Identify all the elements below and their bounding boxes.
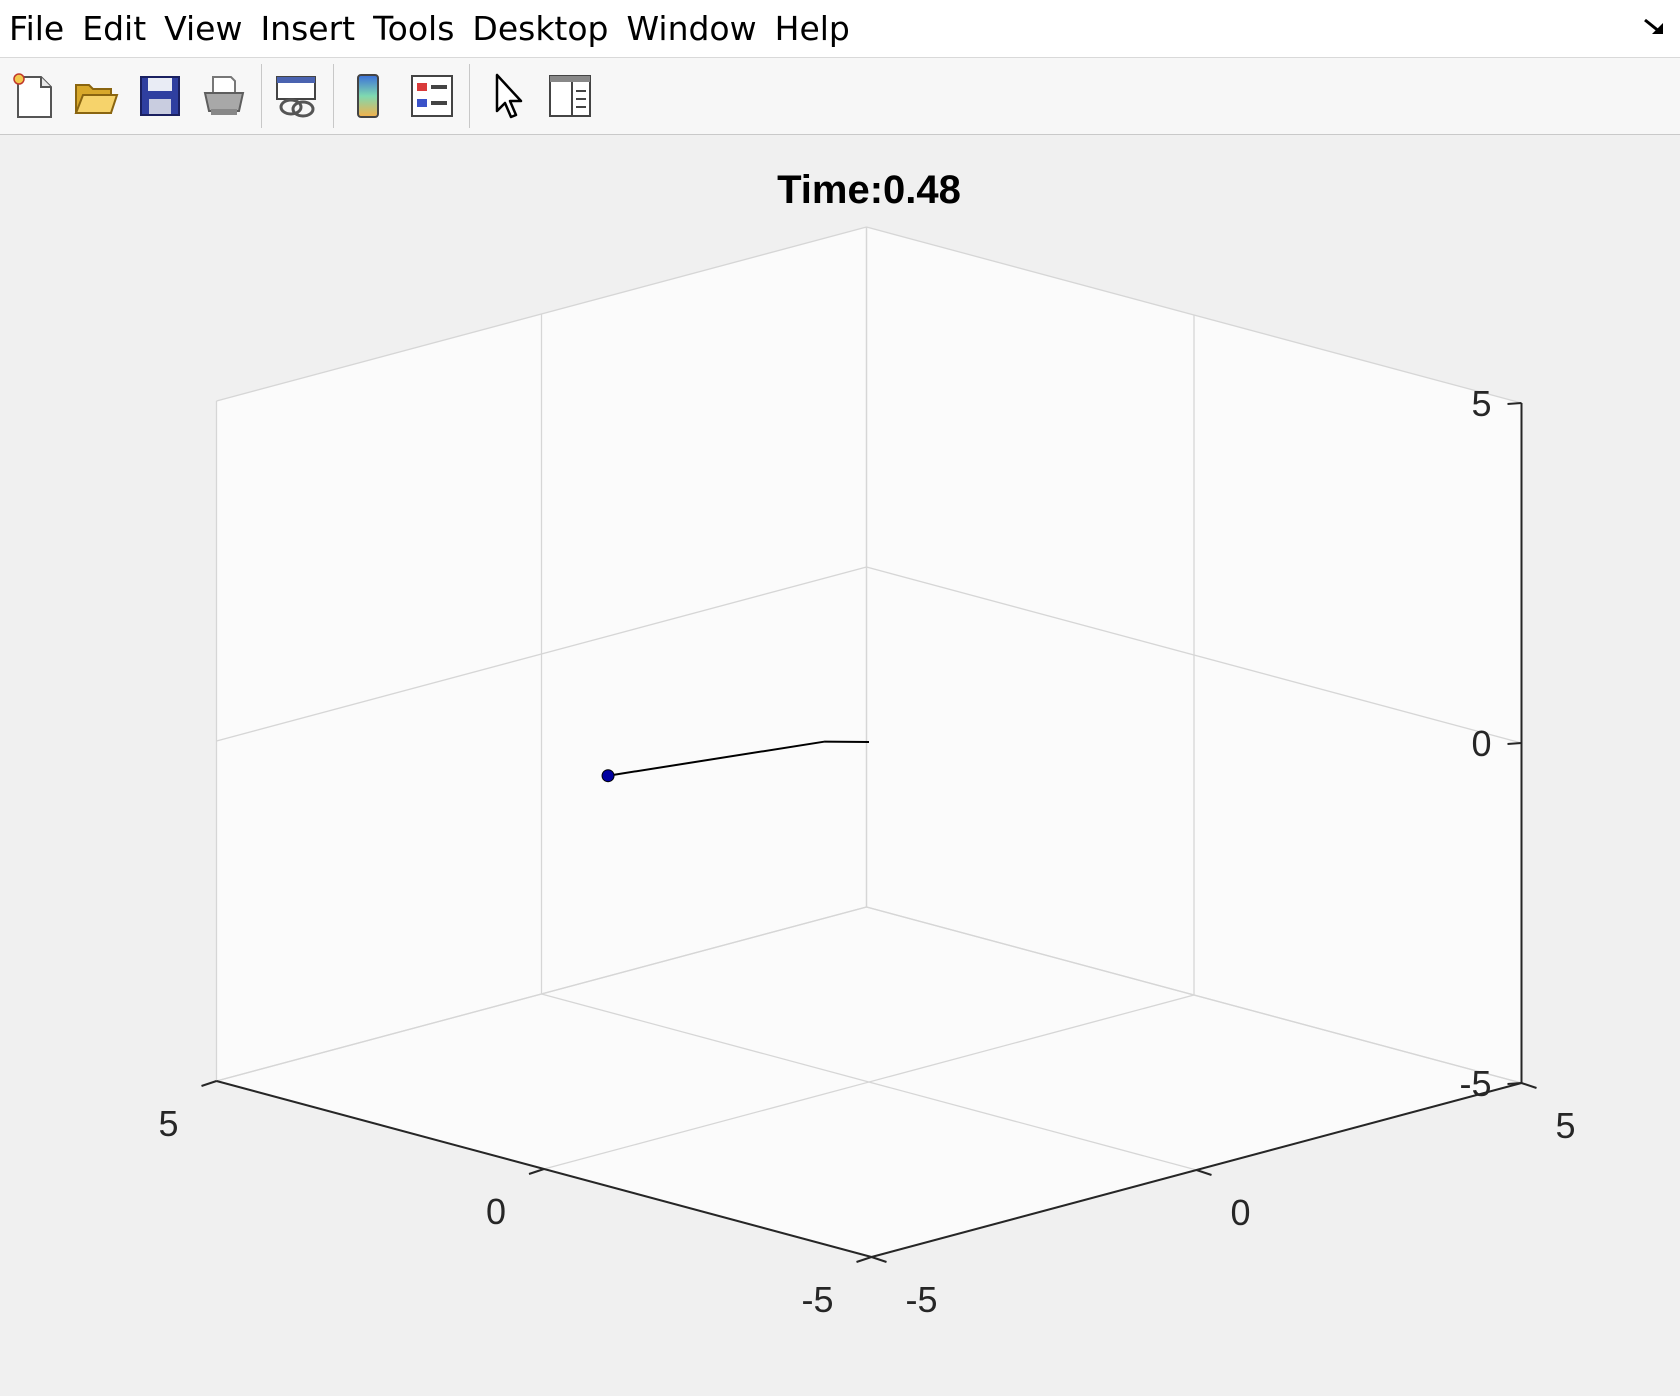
edit-plot-button[interactable] bbox=[480, 68, 536, 124]
wall-gridline bbox=[866, 906, 1522, 1084]
wall-gridline bbox=[866, 566, 1522, 744]
y-tick-label: 5 bbox=[1556, 1105, 1576, 1146]
pointer-arrow-icon bbox=[495, 73, 523, 119]
save-figure-button[interactable] bbox=[132, 68, 188, 124]
figure-toolbar bbox=[0, 58, 1680, 135]
x-tick-mark bbox=[201, 1080, 217, 1087]
x-tick-label: -5 bbox=[801, 1279, 833, 1320]
link-plot-icon bbox=[276, 76, 316, 118]
chart-title: Time:0.48 bbox=[777, 168, 961, 212]
menu-tools[interactable]: Tools bbox=[373, 9, 455, 48]
floppy-disk-icon bbox=[140, 76, 180, 116]
series-end-marker bbox=[601, 769, 615, 783]
y-tick-label: 0 bbox=[1231, 1192, 1251, 1233]
x-tick-mark bbox=[856, 1256, 872, 1263]
open-file-button[interactable] bbox=[68, 68, 124, 124]
dock-arrow-icon[interactable] bbox=[1642, 14, 1670, 42]
x-tick-mark bbox=[528, 1168, 545, 1175]
wall-gridline bbox=[216, 906, 867, 1082]
menu-edit[interactable]: Edit bbox=[82, 9, 147, 48]
z-tick-label: 0 bbox=[1471, 723, 1491, 764]
print-figure-button[interactable] bbox=[196, 68, 252, 124]
toolbar-separator bbox=[333, 64, 334, 128]
z-tick-mark bbox=[1507, 402, 1522, 405]
toolbar-separator bbox=[261, 64, 262, 128]
x-tick-label: 5 bbox=[158, 1103, 178, 1144]
menu-window[interactable]: Window bbox=[626, 9, 757, 48]
axes-3d[interactable]: -5 0 5 -5 0 5 -5 0 5 Time:0.48 bbox=[0, 135, 1680, 1396]
show-plot-tools-button[interactable] bbox=[542, 68, 598, 124]
z-tick-mark bbox=[1507, 1082, 1522, 1085]
new-figure-button[interactable] bbox=[6, 68, 62, 124]
y-tick-mark bbox=[1521, 1082, 1537, 1089]
insert-legend-button[interactable] bbox=[404, 68, 460, 124]
menu-bar: File Edit View Insert Tools Desktop Wind… bbox=[0, 0, 1680, 58]
z-tick-mark bbox=[1507, 742, 1522, 745]
colorbar-icon bbox=[357, 74, 379, 118]
z-tick-label: -5 bbox=[1459, 1063, 1491, 1104]
menu-desktop[interactable]: Desktop bbox=[472, 9, 609, 48]
wall-gridline bbox=[216, 226, 867, 402]
y-tick-mark bbox=[871, 1256, 887, 1263]
toolbar-separator bbox=[469, 64, 470, 128]
wall-gridline bbox=[866, 226, 1522, 404]
plot-tools-icon bbox=[549, 75, 591, 117]
new-file-icon bbox=[13, 73, 52, 118]
open-folder-icon bbox=[74, 84, 119, 114]
menu-file[interactable]: File bbox=[9, 9, 65, 48]
z-tick-label: 5 bbox=[1471, 383, 1491, 424]
series-segment bbox=[607, 740, 825, 777]
x-tick-label: 0 bbox=[486, 1191, 506, 1232]
y-tick-mark bbox=[1196, 1169, 1212, 1176]
link-plot-button[interactable] bbox=[268, 68, 324, 124]
y-tick-label: -5 bbox=[906, 1279, 938, 1320]
wall-gridline bbox=[216, 566, 867, 742]
legend-icon bbox=[411, 75, 453, 117]
printer-icon bbox=[203, 76, 245, 115]
figure-canvas[interactable]: -5 0 5 -5 0 5 -5 0 5 Time:0.48 bbox=[0, 135, 1680, 1396]
insert-colorbar-button[interactable] bbox=[340, 68, 396, 124]
menu-insert[interactable]: Insert bbox=[260, 9, 356, 48]
menu-view[interactable]: View bbox=[164, 9, 243, 48]
menu-help[interactable]: Help bbox=[774, 9, 850, 48]
floor-gridline bbox=[541, 993, 1197, 1171]
